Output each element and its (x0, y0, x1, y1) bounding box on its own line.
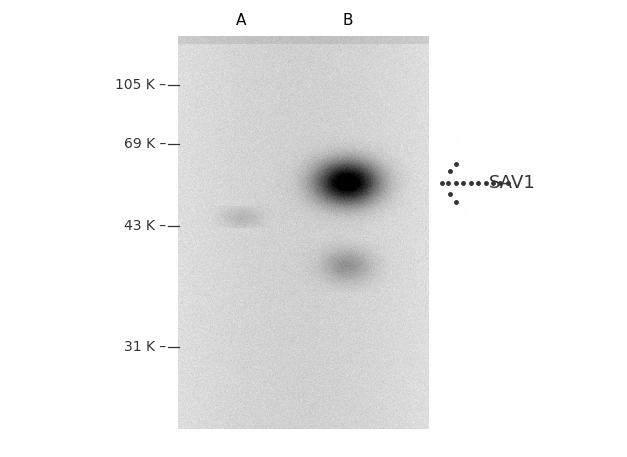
Text: A: A (236, 13, 246, 28)
Text: 43 K –: 43 K – (124, 219, 166, 233)
Text: 69 K –: 69 K – (124, 137, 166, 151)
Text: 105 K –: 105 K – (115, 78, 166, 91)
Text: SAV1: SAV1 (489, 174, 536, 192)
Text: 31 K –: 31 K – (124, 340, 166, 354)
Text: B: B (343, 13, 353, 28)
